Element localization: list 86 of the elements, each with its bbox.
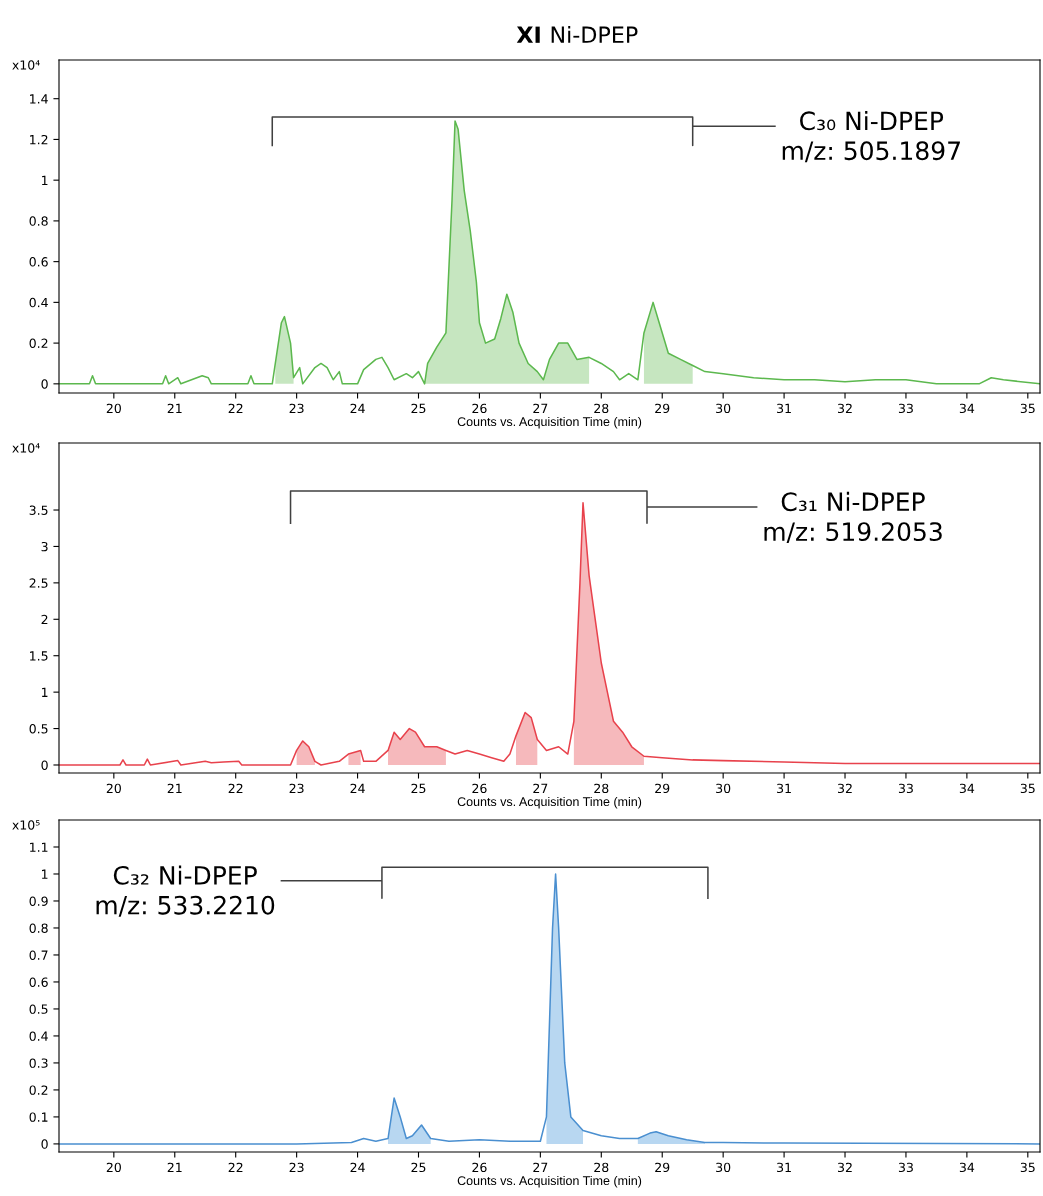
y-tick-label: 0.6 — [29, 977, 48, 987]
x-tick-label: 33 — [898, 783, 913, 794]
x-tick-label: 24 — [350, 783, 365, 793]
y-tick-label: 0.7 — [29, 950, 48, 960]
x-tick-label: 29 — [655, 783, 670, 794]
x-tick-label: 20 — [106, 783, 121, 794]
x-tick-label: 27 — [533, 1162, 548, 1172]
y-tick-label: 0.8 — [29, 216, 48, 226]
y-tick-label: 0.5 — [29, 724, 48, 734]
x-tick-label: 23 — [289, 783, 304, 794]
x-tick-label: 34 — [959, 783, 975, 794]
x-tick-label: 34 — [959, 1162, 975, 1173]
x-tick-label: 20 — [106, 1162, 121, 1173]
x-tick-label: 24 — [350, 1162, 365, 1172]
x-tick-label: 23 — [289, 1162, 304, 1173]
y-tick-label: 0.9 — [29, 896, 48, 906]
x-tick-label: 23 — [289, 403, 304, 414]
x-tick-label: 35 — [1020, 783, 1035, 794]
x-tick-label: 33 — [898, 403, 913, 414]
annotation: C₃₂ Ni-DPEP m/z: 533.2210 — [96, 865, 275, 917]
x-tick-label: 31 — [777, 783, 791, 794]
x-tick-label: 25 — [411, 403, 426, 414]
y-tick-label: 0.2 — [29, 338, 48, 349]
x-tick-label: 27 — [533, 783, 548, 793]
y-tick-label: 1 — [42, 869, 48, 879]
x-axis-title: Counts vs. Acquisition Time (min) — [457, 1175, 642, 1188]
x-tick-label: 31 — [777, 1162, 791, 1173]
y-axis-title: x10⁴ — [12, 443, 40, 453]
x-tick-label: 30 — [716, 783, 731, 794]
x-tick-label: 24 — [350, 403, 365, 413]
x-axis-title: Counts vs. Acquisition Time (min) — [457, 796, 642, 809]
x-tick-label: 32 — [838, 783, 852, 794]
y-tick-label: 1.5 — [30, 651, 48, 661]
x-tick-label: 28 — [594, 1162, 609, 1173]
x-axis-title: Counts vs. Acquisition Time (min) — [457, 416, 642, 429]
y-tick-label: 0 — [41, 1139, 48, 1149]
y-tick-label: 1 — [42, 687, 48, 697]
y-tick-label: 1 — [42, 175, 48, 185]
y-tick-label: 0.8 — [29, 923, 48, 933]
x-tick-label: 22 — [228, 1162, 243, 1172]
x-tick-label: 33 — [898, 1162, 913, 1173]
y-axis-title: x10⁵ — [12, 820, 40, 830]
y-tick-label: 1.4 — [30, 94, 48, 104]
x-tick-label: 30 — [716, 1162, 731, 1173]
x-tick-label: 21 — [167, 783, 182, 793]
annotation: C₃₀ Ni-DPEP m/z: 505.1897 — [782, 110, 960, 163]
x-tick-label: 25 — [411, 1162, 426, 1173]
chart-title: XI Ni-DPEP — [516, 25, 638, 43]
x-tick-label: 29 — [655, 403, 670, 414]
y-tick-label: 3.5 — [29, 505, 48, 515]
x-tick-label: 30 — [716, 403, 731, 414]
x-tick-label: 35 — [1020, 1162, 1035, 1173]
y-axis-title: x10⁴ — [12, 60, 40, 70]
y-tick-label: 0.1 — [29, 1112, 48, 1122]
x-tick-label: 32 — [838, 403, 852, 414]
x-tick-label: 22 — [228, 403, 243, 413]
y-tick-label: 0.6 — [29, 257, 48, 267]
y-tick-label: 0.5 — [29, 1004, 48, 1014]
annotation: C₃₁ Ni-DPEP m/z: 519.2053 — [764, 491, 942, 544]
x-tick-label: 31 — [777, 403, 791, 414]
y-tick-label: 2.5 — [29, 578, 48, 588]
x-tick-label: 20 — [106, 403, 121, 414]
y-tick-label: 0.3 — [29, 1058, 48, 1068]
x-tick-label: 21 — [167, 403, 182, 413]
x-tick-label: 28 — [594, 783, 609, 794]
x-tick-label: 26 — [472, 403, 487, 414]
y-tick-label: 0.4 — [29, 297, 48, 308]
x-tick-label: 35 — [1020, 403, 1035, 414]
y-tick-label: 2 — [41, 614, 48, 625]
x-tick-label: 21 — [167, 1162, 182, 1172]
x-tick-label: 22 — [228, 783, 243, 793]
y-tick-label: 0 — [41, 760, 48, 770]
x-tick-label: 26 — [472, 1162, 487, 1173]
y-tick-label: 3 — [41, 541, 48, 552]
x-tick-label: 27 — [533, 403, 548, 413]
x-tick-label: 32 — [838, 1162, 852, 1173]
x-tick-label: 26 — [472, 783, 487, 794]
y-tick-label: 1.2 — [30, 134, 48, 145]
y-tick-label: 1.1 — [30, 842, 48, 852]
x-tick-label: 28 — [594, 403, 609, 414]
x-tick-label: 29 — [655, 1162, 670, 1173]
y-tick-label: 0 — [41, 379, 48, 389]
x-tick-label: 25 — [411, 783, 426, 794]
x-tick-label: 34 — [959, 403, 975, 414]
y-tick-label: 0.2 — [29, 1085, 48, 1095]
y-tick-label: 0.4 — [29, 1031, 48, 1041]
